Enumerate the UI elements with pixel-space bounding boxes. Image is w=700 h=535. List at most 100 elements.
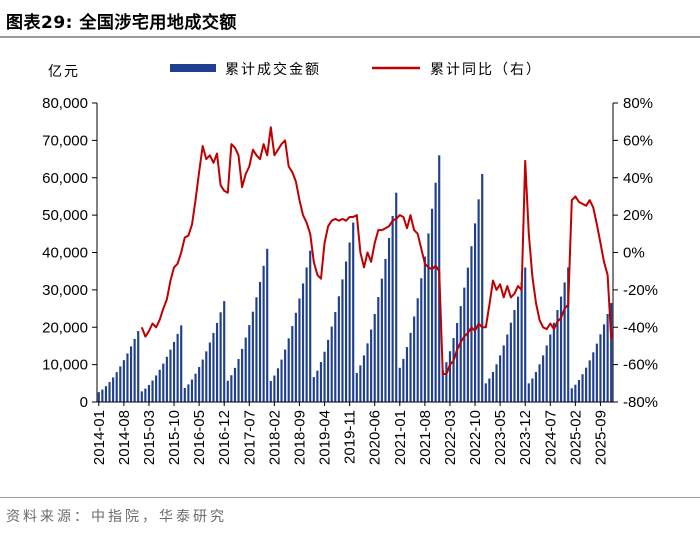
top-rule: [0, 36, 700, 38]
bar: [190, 379, 194, 402]
bar: [359, 365, 362, 402]
bar-series: [97, 155, 613, 402]
bar: [319, 362, 323, 402]
bar: [233, 367, 237, 402]
x-tick-label: 2014-08: [116, 410, 133, 465]
x-tick-label: 2025-09: [592, 410, 609, 465]
left-tick-label: 30,000: [42, 282, 88, 299]
bar: [520, 282, 523, 402]
source-note: 资料来源：中指院，华泰研究: [6, 509, 227, 525]
x-tick-label: 2016-05: [191, 410, 208, 465]
bar: [581, 374, 584, 402]
bar: [527, 383, 530, 402]
bar: [291, 326, 294, 402]
bar: [266, 248, 269, 402]
bar: [312, 377, 315, 402]
bar: [602, 324, 606, 402]
bar: [563, 282, 566, 402]
bar: [516, 296, 520, 402]
bar: [481, 174, 484, 402]
bar: [456, 322, 459, 402]
bar: [524, 267, 527, 402]
bar: [198, 367, 201, 402]
left-tick-label: 0: [80, 394, 88, 411]
right-tick-label: -80%: [623, 394, 658, 411]
chart: 亿元 累计成交金额 累计同比（右） 0 10,000 20,000 30,000 40,…: [42, 61, 658, 465]
bar: [133, 338, 136, 402]
bar: [140, 391, 143, 402]
bar: [430, 208, 434, 402]
left-tick-label: 40,000: [42, 245, 88, 262]
bar: [137, 330, 140, 402]
bar: [187, 384, 190, 402]
bar: [341, 279, 344, 402]
bar: [477, 199, 480, 402]
x-tick-label: 2021-08: [417, 410, 434, 465]
right-tick-label: 80%: [623, 95, 653, 112]
bar: [459, 306, 462, 402]
bar: [201, 359, 204, 402]
left-tick-label: 20,000: [42, 319, 88, 336]
bar: [567, 267, 570, 402]
bar: [208, 342, 211, 402]
bar: [588, 360, 591, 402]
right-tick-label: 60%: [623, 132, 653, 149]
x-tick-label: 2023-12: [517, 410, 534, 465]
bar: [151, 380, 154, 402]
bar: [484, 383, 487, 402]
right-tick-label: -20%: [623, 282, 658, 299]
bar: [366, 343, 369, 402]
bar: [466, 267, 469, 402]
legend-bar-swatch: [170, 64, 216, 72]
bar: [144, 388, 147, 402]
bar: [119, 366, 122, 402]
bar: [280, 359, 283, 402]
bar: [241, 348, 244, 402]
left-tick-label: 60,000: [42, 170, 88, 187]
bar: [273, 375, 276, 402]
bar: [112, 377, 115, 402]
bar: [473, 223, 477, 402]
bar: [262, 265, 265, 402]
bar: [513, 310, 516, 402]
bar: [269, 381, 272, 402]
legend-bar-label: 累计成交金额: [225, 61, 321, 78]
bar: [592, 352, 595, 402]
x-tick-label: 2023-05: [492, 410, 509, 465]
bar: [427, 233, 430, 402]
bar: [556, 310, 559, 402]
bar: [545, 345, 548, 402]
bar: [205, 351, 208, 402]
legend-line-label: 累计同比（右）: [430, 62, 542, 78]
bar: [502, 345, 505, 402]
left-tick-label: 10,000: [42, 357, 88, 374]
bar: [445, 362, 448, 402]
x-tick-label: 2019-04: [317, 410, 334, 465]
x-tick-label: 2022-03: [442, 410, 459, 465]
bar: [534, 372, 538, 402]
x-tick-label: 2015-03: [141, 410, 158, 465]
bar: [334, 312, 337, 402]
bar: [294, 312, 297, 402]
bar: [380, 278, 383, 402]
bar: [108, 382, 111, 402]
bar: [223, 301, 226, 402]
bar: [194, 373, 197, 402]
x-tick-label: 2019-11: [342, 410, 359, 464]
bar: [405, 347, 409, 402]
bar: [287, 338, 290, 402]
bar: [258, 281, 262, 402]
left-axis-unit: 亿元: [48, 64, 80, 80]
bar: [391, 215, 394, 402]
axes: [96, 103, 614, 403]
bar: [180, 325, 183, 402]
bar: [219, 312, 222, 402]
bar: [298, 298, 301, 402]
bar: [491, 372, 495, 402]
bar: [327, 339, 330, 402]
left-tick-label: 70,000: [42, 132, 88, 149]
bar: [441, 370, 444, 402]
bar: [538, 364, 541, 402]
x-tick-label: 2024-07: [542, 410, 559, 465]
bar: [595, 343, 598, 402]
